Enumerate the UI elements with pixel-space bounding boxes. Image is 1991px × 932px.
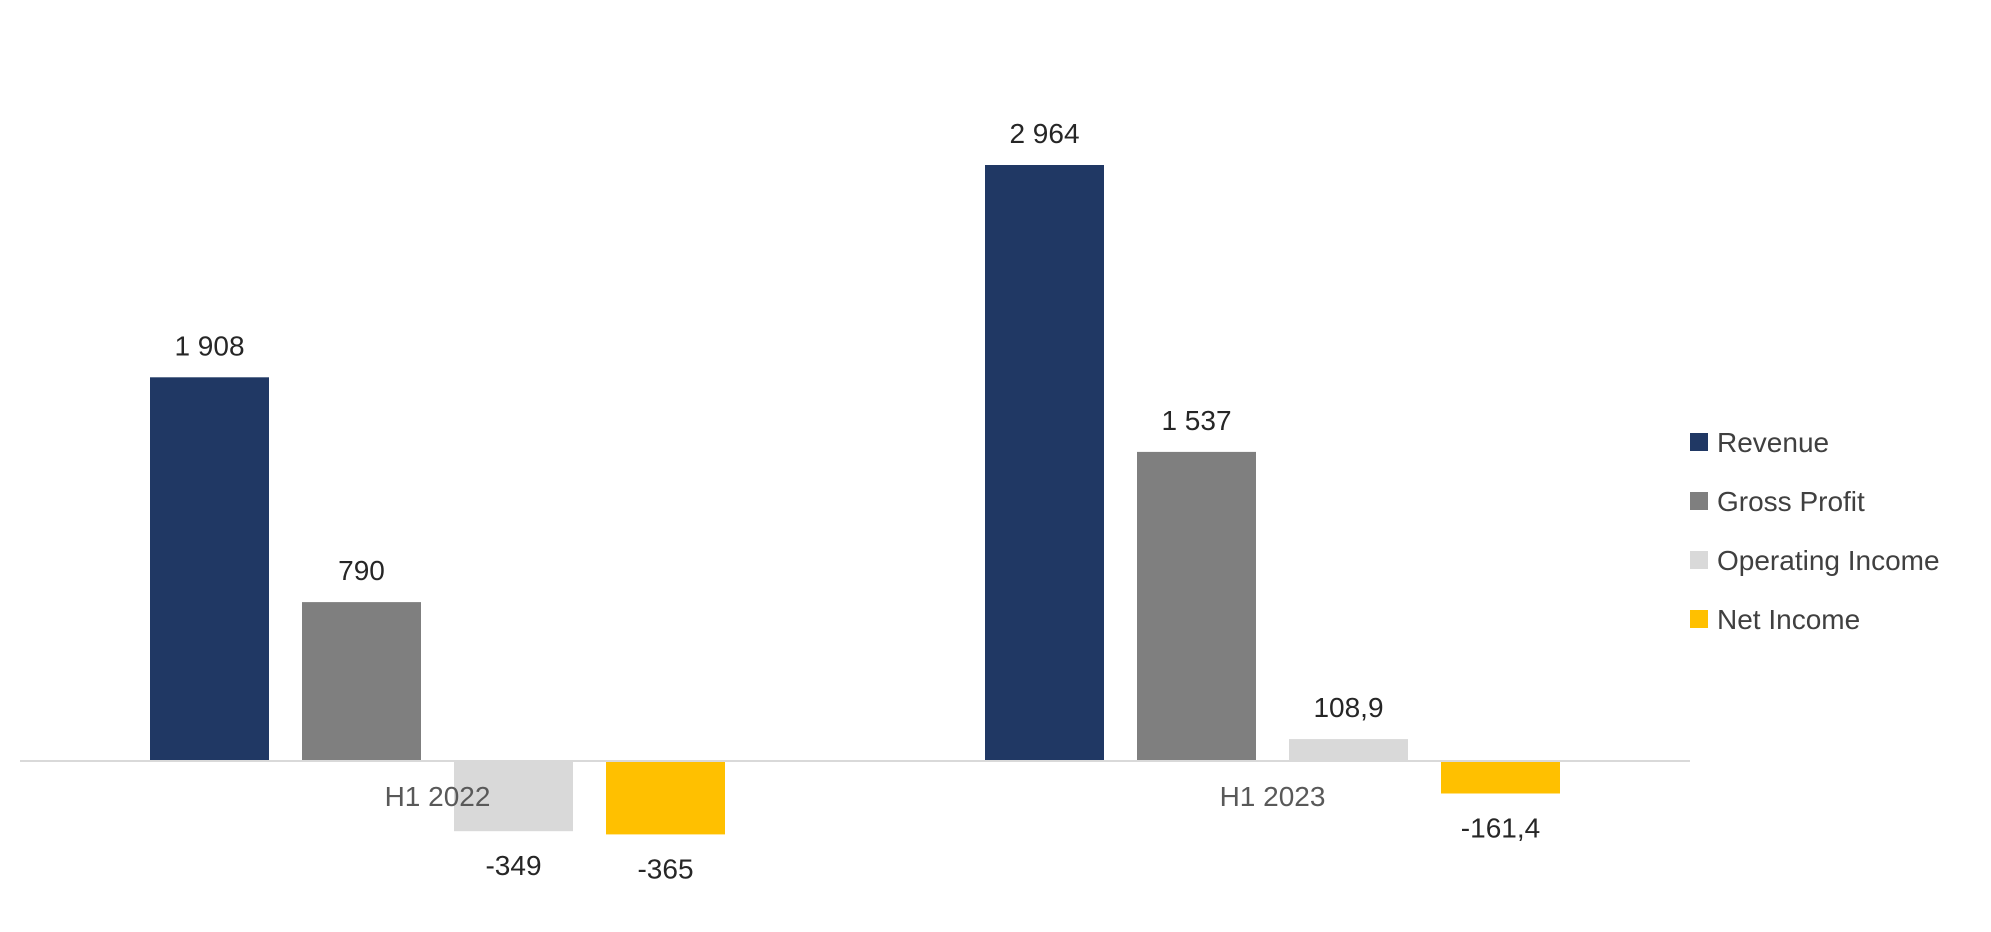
legend-swatch-operating-income <box>1690 551 1708 569</box>
bar-revenue-2 <box>985 165 1104 761</box>
bar-operating-income-1 <box>454 761 573 832</box>
legend-swatch-net-income <box>1690 610 1708 628</box>
category-label-2: H1 2023 <box>1220 781 1326 812</box>
bar-net-income-1 <box>606 761 725 835</box>
data-label-revenue-1: 1 908 <box>174 330 244 361</box>
data-label-gross-profit-1: 790 <box>338 555 385 586</box>
legend-swatch-revenue <box>1690 433 1708 451</box>
data-label-operating-income-1: -349 <box>485 850 541 881</box>
legend-label-operating-income: Operating Income <box>1717 545 1940 576</box>
legend-label-gross-profit: Gross Profit <box>1717 486 1865 517</box>
legend-label-net-income: Net Income <box>1717 604 1860 635</box>
data-label-operating-income-2: 108,9 <box>1313 692 1383 723</box>
legend-label-revenue: Revenue <box>1717 427 1829 458</box>
bar-gross-profit-2 <box>1137 451 1256 761</box>
legend: Revenue Gross Profit Operating Income Net I… <box>1690 427 1940 635</box>
category-label-1: H1 2022 <box>385 781 491 812</box>
plot-area: 1 908 790 -349 -365 H1 2022 2 964 1 537 108,9 -1… <box>20 118 1690 884</box>
legend-swatch-gross-profit <box>1690 492 1708 510</box>
data-label-net-income-1: -365 <box>637 853 693 884</box>
bar-net-income-2 <box>1441 761 1560 794</box>
data-label-revenue-2: 2 964 <box>1009 118 1079 149</box>
data-label-net-income-2: -161,4 <box>1461 813 1540 844</box>
bar-gross-profit-1 <box>302 602 421 761</box>
bar-revenue-1 <box>150 377 269 761</box>
data-label-gross-profit-2: 1 537 <box>1161 405 1231 436</box>
bar-operating-income-2 <box>1289 739 1408 761</box>
